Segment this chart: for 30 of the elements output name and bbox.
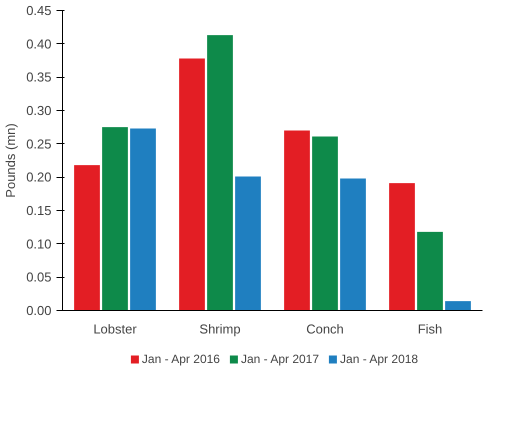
bar [312,136,338,310]
bar [130,128,156,310]
bar [445,301,471,310]
y-axis-title: Pounds (mn) [3,123,18,198]
x-tick-label: Conch [306,322,344,336]
y-tick-label: 0.25 [26,136,52,152]
y-tick-label: 0.15 [26,203,52,218]
bar [417,232,443,310]
y-tick-label: 0.20 [26,170,52,185]
y-tick-label: 0.10 [26,236,52,252]
bar [389,183,415,310]
y-tick-label: 0.45 [26,3,52,18]
bar [340,178,366,310]
bar [74,165,100,310]
bar [207,35,233,310]
y-tick-label: 0.00 [26,303,52,318]
bar [235,176,261,310]
x-tick-label: Shrimp [199,322,241,336]
legend-label: Jan - Apr 2018 [340,352,418,366]
y-tick-label: 0.05 [26,270,52,285]
x-tick-label: Lobster [93,322,138,336]
bar [179,58,205,310]
legend-label: Jan - Apr 2016 [142,352,220,366]
x-tick-label: Fish [418,322,442,336]
bar [284,130,310,310]
legend-label: Jan - Apr 2017 [240,352,320,366]
y-tick-label: 0.40 [26,36,52,52]
y-tick-label: 0.35 [26,70,52,85]
y-tick-label: 0.30 [26,103,52,118]
bar [102,127,128,310]
